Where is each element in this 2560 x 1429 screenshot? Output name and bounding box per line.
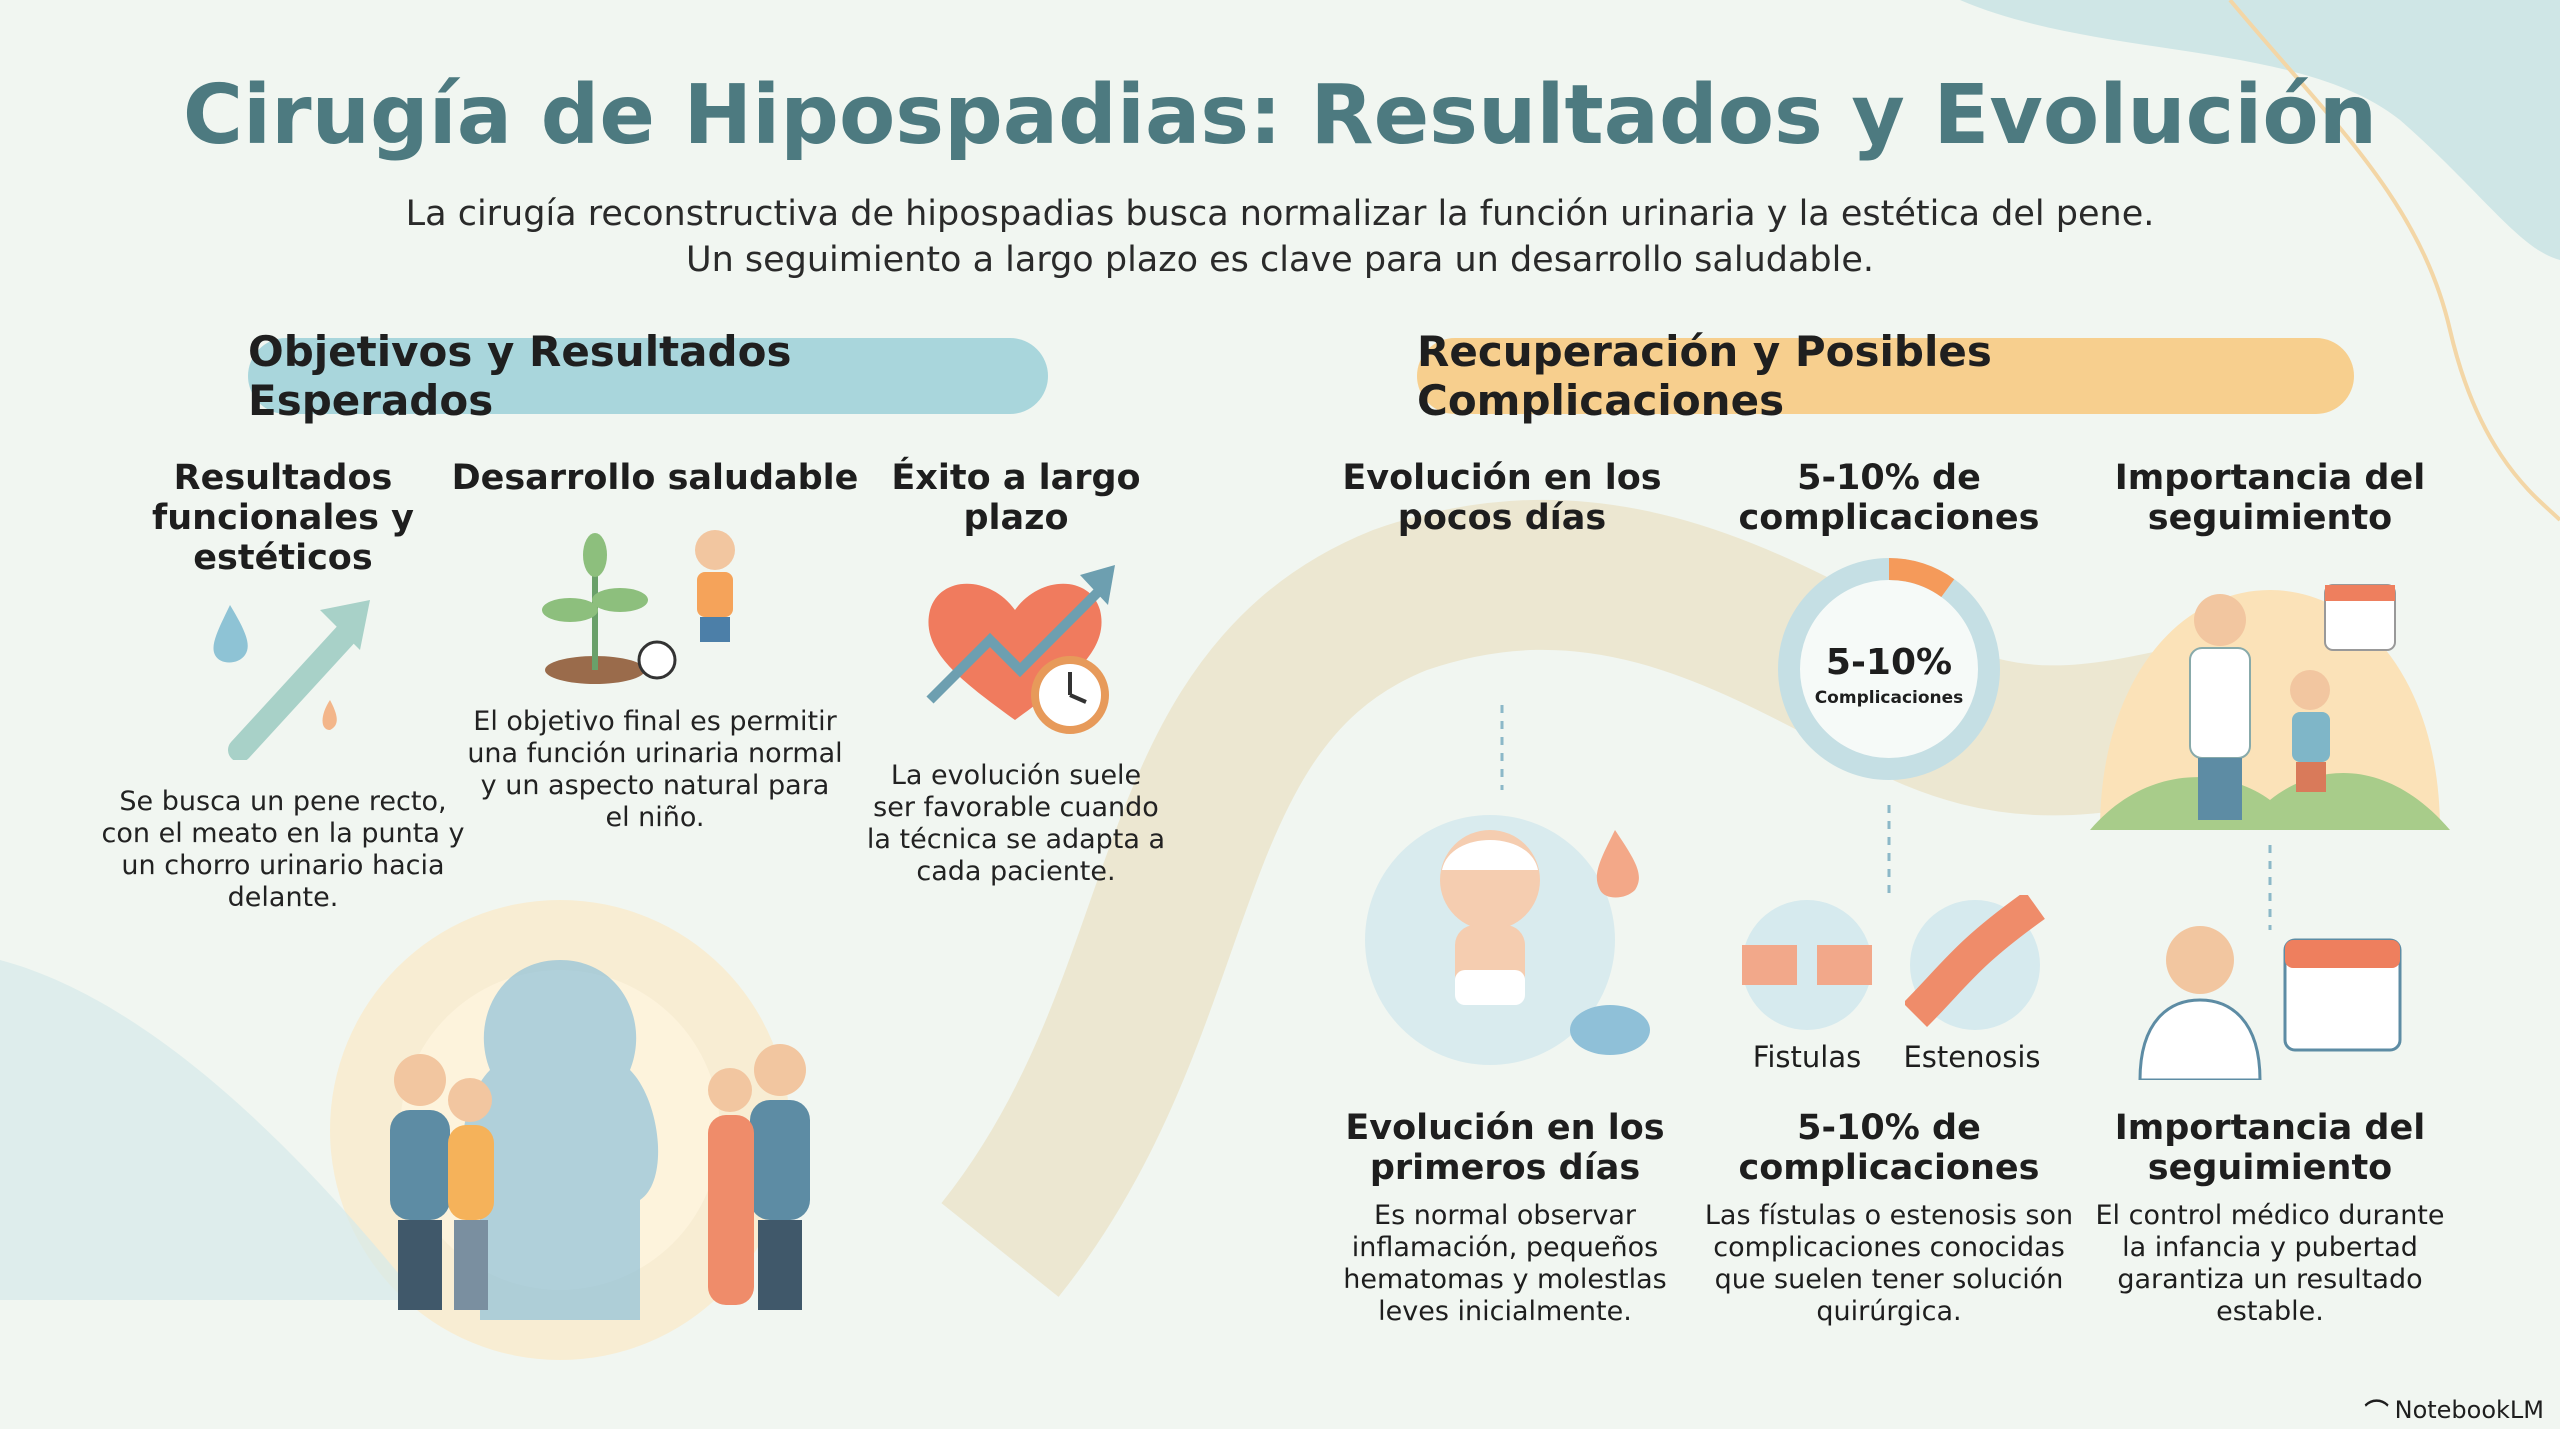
low-title-follow-up: Importancia del seguimiento: [2114, 1108, 2426, 1188]
notebooklm-logo-icon: ⌒: [2364, 1398, 2389, 1426]
brand-watermark: ⌒ NotebookLM: [2365, 1392, 2544, 1427]
baby-bandage-illustration: [1365, 815, 1650, 1065]
column-title-follow-up: Importancia del seguimiento: [2114, 458, 2426, 538]
heart-chart-clock-icon: [926, 565, 1115, 734]
low-title-complications: 5-10% de complicaciones: [1738, 1108, 2040, 1188]
water-drop-arrow-icon: [213, 600, 370, 760]
label-estenosis: Estenosis: [1903, 1040, 2041, 1074]
desc-complications: Las fístulas o estenosis son complicacio…: [1704, 1200, 2074, 1327]
column-title-development: Desarrollo saludable: [451, 458, 859, 498]
fistula-icon: [1742, 900, 1872, 1030]
subtitle-line-2: Un seguimiento a largo plazo es clave pa…: [685, 240, 1875, 280]
label-fistulas: Fistulas: [1752, 1040, 1862, 1074]
complications-donut-chart: [1778, 558, 2000, 780]
column-desc-development: El objetivo final es permitir una funció…: [467, 706, 843, 833]
desc-follow-up: El control médico durante la infancia y …: [2095, 1200, 2445, 1327]
donut-caption: Complicaciones: [1814, 688, 1964, 708]
column-title-functional: Resultados funcionales y estéticos: [152, 458, 414, 578]
column-desc-functional: Se busca un pene recto, con el meato en …: [101, 786, 465, 913]
donut-value: 5-10%: [1825, 642, 1953, 683]
subtitle-line-1: La cirugía reconstructiva de hipospadias…: [405, 194, 2155, 234]
desc-early-days: Es normal observar inflamación, pequeños…: [1343, 1200, 1667, 1327]
brand-label: NotebookLM: [2394, 1395, 2544, 1424]
donut-segment-complications: [1888, 558, 1955, 598]
plant-child-icon: [542, 530, 735, 684]
page-title: Cirugía de Hipospadias: Resultados y Evo…: [182, 68, 2378, 163]
stenosis-icon: [1905, 895, 2045, 1030]
doctor-child-illustration: [2090, 584, 2450, 830]
family-illustration: [390, 960, 810, 1320]
column-title-early-days: Evolución en los pocos días: [1342, 458, 1662, 538]
column-desc-long-term: La evolución suele ser favorable cuando …: [866, 760, 1166, 887]
column-title-complications: 5-10% de complicaciones: [1738, 458, 2040, 538]
doctor-calendar-icon: [2138, 926, 2402, 1080]
column-title-long-term: Éxito a largo plazo: [891, 458, 1141, 538]
low-title-early-days: Evolución en los primeros días: [1345, 1108, 1665, 1188]
